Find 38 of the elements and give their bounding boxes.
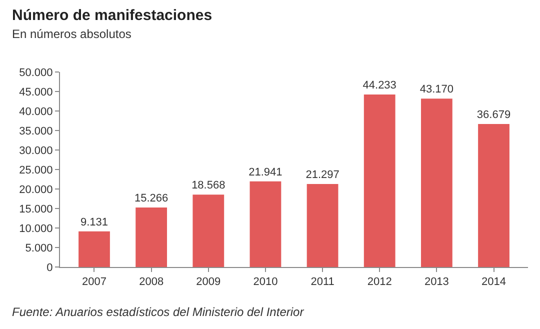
bar	[306, 184, 338, 267]
data-label: 21.297	[306, 168, 340, 181]
data-label: 18.568	[192, 180, 226, 192]
y-tick-label: 0	[46, 262, 53, 274]
y-tick-label: 40.000	[19, 106, 53, 118]
y-tick-label: 45.000	[19, 86, 53, 98]
data-label: 9.131	[80, 216, 108, 228]
bar	[478, 124, 510, 267]
x-tick-label: 2011	[310, 276, 334, 288]
bar	[420, 98, 452, 267]
bar	[364, 94, 396, 267]
x-tick-label: 2010	[253, 276, 278, 288]
x-tick-label: 2014	[482, 276, 506, 288]
y-tick-label: 10.000	[19, 222, 53, 235]
data-label: 36.679	[476, 108, 511, 121]
data-label: 43.170	[420, 84, 454, 96]
y-tick-label: 5.000	[25, 242, 53, 254]
chart-title: Número de manifestaciones	[12, 7, 212, 24]
data-label: 21.941	[248, 166, 282, 178]
bar	[78, 231, 110, 267]
y-tick-label: 15.000	[19, 203, 53, 216]
x-tick-label: 2012	[367, 276, 392, 288]
x-tick-label: 2013	[424, 276, 449, 288]
y-tick-label: 35.000	[19, 125, 53, 138]
source-note: Fuente: Anuarios estadísticos del Ministerio del Interior	[12, 305, 305, 319]
bar	[192, 194, 224, 267]
data-label: 15.266	[134, 192, 168, 204]
y-tick-label: 25.000	[19, 164, 53, 176]
bar	[136, 207, 168, 267]
chart-subtitle: En números absolutos	[12, 27, 132, 41]
y-tick-label: 30.000	[19, 144, 53, 157]
x-tick-label: 2009	[196, 276, 221, 288]
y-tick-label: 50.000	[19, 66, 53, 79]
x-tick-label: 2007	[82, 276, 106, 288]
x-tick-label: 2008	[139, 276, 164, 288]
bar	[250, 181, 282, 267]
y-tick-label: 20.000	[19, 184, 53, 196]
data-label: 44.233	[362, 79, 396, 92]
